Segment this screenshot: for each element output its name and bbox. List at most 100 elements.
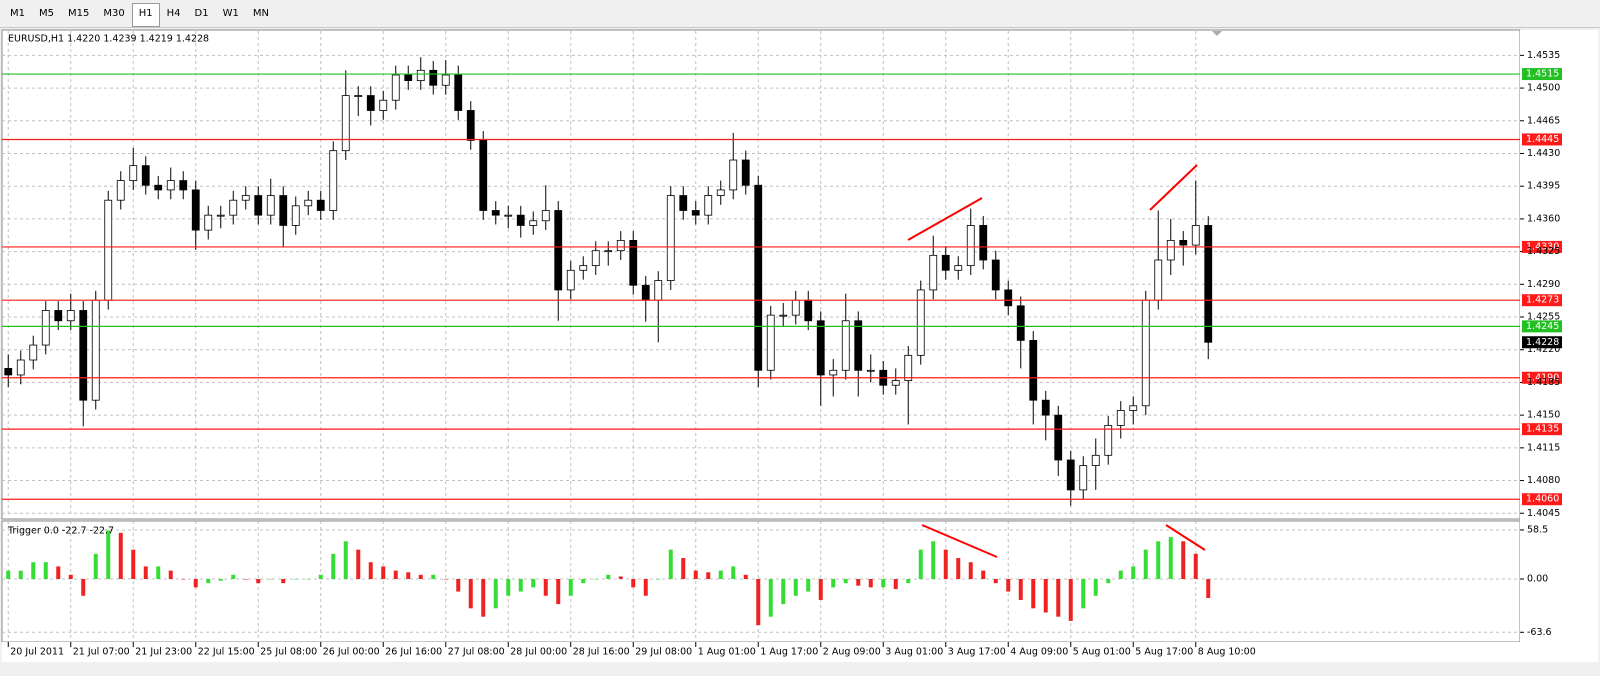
x-tick-label: 26 Jul 00:00 <box>323 647 380 658</box>
candle-body <box>291 205 300 226</box>
timeframe-button[interactable]: M5 <box>39 8 54 19</box>
timeframe-button[interactable]: M15 <box>68 8 90 19</box>
candle-body <box>429 69 438 86</box>
histogram-bar <box>218 578 223 581</box>
candle-body <box>766 314 775 371</box>
candle-body <box>154 184 163 191</box>
histogram-bar <box>1156 541 1161 579</box>
histogram-bar <box>868 578 873 588</box>
candle-body <box>116 180 125 201</box>
timeframe-button[interactable]: D1 <box>194 8 209 19</box>
histogram-bar <box>556 578 561 605</box>
candle-body <box>66 310 75 322</box>
candle-body <box>1116 410 1125 426</box>
level-badge <box>1522 240 1562 253</box>
candle-body <box>1191 225 1200 246</box>
candle-body <box>104 199 113 301</box>
candle-body <box>54 310 63 322</box>
candle-body <box>779 314 788 317</box>
y-tick-label: 1.4500 <box>1527 83 1560 94</box>
timeframe-button[interactable]: H1 <box>131 3 160 27</box>
x-tick-label: 1 Aug 17:00 <box>760 647 818 658</box>
candle-body <box>616 239 625 252</box>
histogram-bar <box>356 549 361 579</box>
histogram-bar <box>668 549 673 579</box>
candle-body <box>929 254 938 291</box>
candle-body <box>654 280 663 301</box>
x-tick-label: 5 Aug 17:00 <box>1135 647 1193 658</box>
candle-body <box>441 74 450 86</box>
histogram-bar <box>1193 553 1198 579</box>
histogram-bar <box>618 576 623 579</box>
y-tick-label: 1.4150 <box>1527 410 1560 421</box>
y-tick-label: 1.4325 <box>1527 246 1560 257</box>
x-tick-label: 5 Aug 01:00 <box>1073 647 1131 658</box>
candle-body <box>854 320 863 371</box>
chart-title: EURUSD,H1 1.4220 1.4239 1.4219 1.4228 <box>8 34 209 45</box>
marks: 1.45151.44451.43301.42731.42451.41901.41… <box>2 57 1562 626</box>
histogram-bar <box>231 574 236 579</box>
candle-body <box>1054 414 1063 461</box>
y-tick-label: 1.4080 <box>1527 475 1560 486</box>
histogram-bar <box>893 578 898 590</box>
histogram-bar <box>281 578 286 584</box>
candle-body <box>204 214 213 231</box>
histogram-bar <box>843 578 848 584</box>
histogram-bar <box>481 578 486 617</box>
level-badge <box>1522 493 1562 506</box>
histogram-bar <box>731 566 736 579</box>
timeframe-button[interactable]: H4 <box>166 8 181 19</box>
current-price-label: 1.4228 <box>1526 337 1559 348</box>
histogram-bar <box>318 574 323 579</box>
indicator-pane <box>1 520 1521 643</box>
y-tick-label: 1.4465 <box>1527 115 1560 126</box>
histogram-bar <box>181 578 186 580</box>
histogram-bar <box>706 572 711 579</box>
candle-body <box>916 289 925 356</box>
candle-body <box>741 159 750 186</box>
x-tick-label: 20 Jul 2011 <box>10 647 64 658</box>
histogram-bar <box>256 578 261 584</box>
histogram-bar <box>881 578 886 588</box>
level-badge <box>1522 68 1562 81</box>
histogram-bar <box>443 578 448 580</box>
timeframe-button[interactable]: W1 <box>222 8 239 19</box>
timeframe-button[interactable]: M30 <box>103 8 125 19</box>
histogram-bar <box>193 578 198 588</box>
histogram-bar <box>493 578 498 609</box>
histogram-bar <box>1081 578 1086 609</box>
histogram-bar <box>818 578 823 600</box>
histogram-bar <box>68 574 73 579</box>
histogram-bar <box>6 570 11 579</box>
candle-body <box>1166 239 1175 261</box>
candle-body <box>391 74 400 101</box>
y-tick-label: 58.5 <box>1527 524 1548 535</box>
candle-body <box>1041 399 1050 416</box>
y-tick-label: 1.4185 <box>1527 377 1560 388</box>
candle-body <box>329 150 338 211</box>
histogram-bar <box>806 578 811 592</box>
candle-body <box>179 180 188 191</box>
histogram-bar <box>156 566 161 579</box>
timeframe-button[interactable]: M1 <box>10 8 25 19</box>
histogram-bar <box>468 578 473 609</box>
candle-body <box>304 199 313 207</box>
histogram-bar <box>931 541 936 579</box>
histogram-bar <box>981 570 986 579</box>
candle-body <box>754 184 763 371</box>
candle-body <box>316 199 325 211</box>
level-label: 1.4330 <box>1526 241 1559 252</box>
level-label: 1.4273 <box>1526 295 1559 306</box>
histogram-bar <box>81 578 86 596</box>
histogram-bar <box>1206 578 1211 599</box>
timeframe-button[interactable]: MN <box>252 8 269 19</box>
histogram-bar <box>368 562 373 579</box>
candle-body <box>629 239 638 286</box>
histogram-bar <box>1043 578 1048 613</box>
histogram-bar <box>56 566 61 579</box>
histogram-bar <box>31 562 36 579</box>
candle-body <box>1141 299 1150 407</box>
histogram-bar <box>1143 549 1148 579</box>
histogram-bar <box>1068 578 1073 621</box>
